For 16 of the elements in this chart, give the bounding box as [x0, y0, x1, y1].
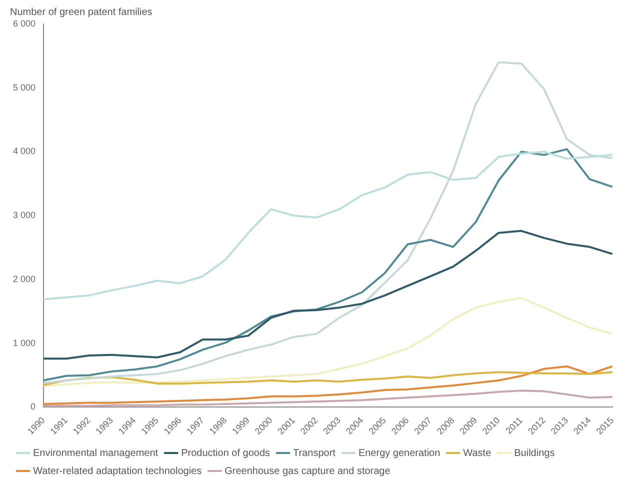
legend-label: Buildings — [514, 448, 555, 459]
y-tick-label: 5 000 — [12, 82, 36, 92]
legend-label: Energy generation — [358, 448, 440, 459]
y-axis-title: Number of green patent families — [10, 6, 152, 18]
legend-label: Environmental management — [33, 448, 158, 459]
legend-label: Water-related adaptation technologies — [33, 466, 202, 477]
legend-label: Waste — [463, 448, 492, 459]
y-tick-label: 2 000 — [12, 274, 36, 284]
legend-label: Transport — [293, 448, 336, 459]
legend-label: Greenhouse gas capture and storage — [224, 466, 391, 477]
y-tick-label: 4 000 — [12, 146, 36, 156]
y-tick-label: 6 000 — [12, 18, 36, 28]
y-tick-label: 3 000 — [12, 210, 36, 220]
legend-label: Production of goods — [181, 448, 270, 459]
y-tick-label: 0 — [30, 402, 36, 412]
y-tick-label: 1 000 — [12, 338, 36, 348]
